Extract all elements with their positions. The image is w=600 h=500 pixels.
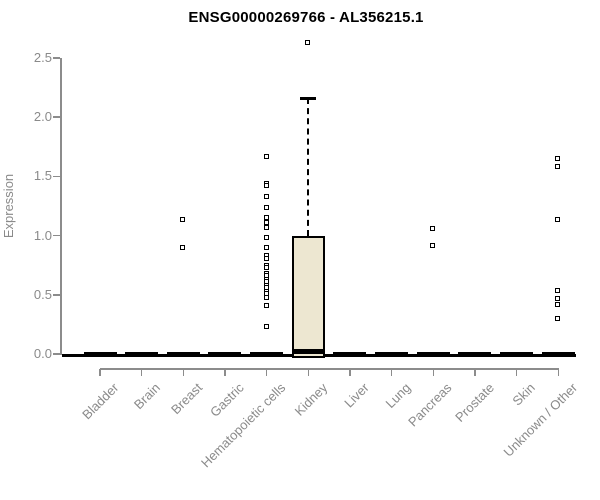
- outlier-point-hematopoietic-cells: [263, 153, 269, 159]
- collapsed-box-pancreas: [416, 352, 450, 357]
- x-axis-tick: [390, 369, 393, 376]
- x-axis-tick: [307, 369, 310, 376]
- outlier-point-breast: [180, 244, 186, 250]
- collapsed-box-gastric: [208, 352, 242, 357]
- y-axis-tick: [53, 116, 60, 118]
- outlier-point-hematopoietic-cells: [263, 265, 269, 271]
- y-tick-label: 2.5: [33, 50, 52, 65]
- outlier-point-hematopoietic-cells: [263, 294, 269, 300]
- whisker-cap-kidney: [300, 97, 317, 100]
- outlier-point-unknown-other: [555, 156, 561, 162]
- outlier-point-hematopoietic-cells: [263, 235, 269, 241]
- x-axis-tick: [99, 369, 101, 376]
- x-tick-label-skin: Skin: [509, 380, 539, 409]
- collapsed-box-bladder: [83, 352, 117, 357]
- outlier-point-hematopoietic-cells: [263, 194, 269, 200]
- outlier-point-hematopoietic-cells: [263, 224, 269, 230]
- outlier-point-pancreas: [430, 242, 436, 248]
- x-axis: [100, 368, 560, 370]
- x-axis-tick: [140, 369, 143, 376]
- outlier-point-hematopoietic-cells: [263, 324, 269, 330]
- y-axis-tick: [53, 294, 60, 296]
- outlier-point-hematopoietic-cells: [263, 183, 269, 189]
- y-tick-label: 1.5: [33, 168, 52, 184]
- y-tick-label: 0.0: [33, 346, 52, 361]
- outlier-point-hematopoietic-cells: [263, 302, 269, 308]
- x-axis-tick: [224, 369, 226, 376]
- collapsed-box-lung: [375, 352, 409, 357]
- outlier-point-unknown-other: [555, 301, 561, 307]
- collapsed-box-breast: [166, 352, 200, 357]
- x-axis-tick: [515, 369, 518, 376]
- collapsed-box-prostate: [458, 352, 492, 357]
- outlier-point-hematopoietic-cells: [263, 215, 269, 221]
- x-tick-label-bladder: Bladder: [79, 380, 122, 423]
- outlier-point-unknown-other: [555, 216, 561, 222]
- x-tick-label-unknown-other: Unknown / Other: [500, 380, 580, 460]
- y-tick-label: 1.0: [33, 227, 52, 243]
- outlier-point-breast: [180, 216, 186, 222]
- x-axis-tick: [182, 369, 185, 376]
- chart-title: ENSG00000269766 - AL356215.1: [188, 9, 424, 26]
- outlier-point-unknown-other: [555, 287, 561, 293]
- y-axis-tick: [53, 234, 60, 237]
- y-axis-tick: [53, 57, 60, 59]
- x-tick-label-lung: Lung: [382, 380, 414, 412]
- collapsed-box-skin: [500, 352, 534, 357]
- x-axis-tick: [265, 369, 268, 376]
- x-axis-tick: [474, 369, 476, 376]
- y-axis-tick: [53, 175, 60, 178]
- x-tick-label-breast: Breast: [167, 380, 205, 418]
- x-tick-label-gastric: Gastric: [206, 380, 247, 420]
- y-axis: [60, 58, 62, 355]
- median-line-kidney: [291, 349, 325, 355]
- outlier-point-hematopoietic-cells: [263, 255, 269, 261]
- x-axis-tick: [557, 369, 559, 376]
- y-axis-tick: [53, 353, 60, 355]
- outlier-point-pancreas: [430, 225, 436, 231]
- outlier-point-hematopoietic-cells: [263, 220, 269, 226]
- y-tick-label: 0.5: [33, 286, 52, 302]
- collapsed-box-unknown-other: [541, 352, 575, 357]
- collapsed-box-liver: [333, 352, 367, 357]
- box-kidney: [291, 235, 325, 358]
- x-tick-label-liver: Liver: [341, 380, 372, 411]
- outlier-point-hematopoietic-cells: [263, 244, 269, 250]
- collapsed-box-brain: [125, 352, 159, 357]
- outlier-point-unknown-other: [555, 164, 561, 170]
- outlier-point-unknown-other: [555, 315, 561, 321]
- y-tick-label: 2.0: [33, 109, 52, 125]
- outlier-point-kidney: [305, 40, 311, 46]
- x-axis-tick: [349, 369, 351, 376]
- x-tick-label-kidney: Kidney: [291, 380, 330, 419]
- outlier-point-unknown-other: [555, 295, 561, 301]
- upper-whisker-kidney: [307, 98, 310, 236]
- x-tick-label-brain: Brain: [131, 380, 164, 413]
- outlier-point-hematopoietic-cells: [263, 204, 269, 210]
- x-tick-label-prostate: Prostate: [451, 380, 497, 425]
- collapsed-box-hematopoietic-cells: [250, 352, 284, 357]
- x-tick-label-pancreas: Pancreas: [405, 380, 455, 430]
- x-axis-tick: [432, 369, 435, 376]
